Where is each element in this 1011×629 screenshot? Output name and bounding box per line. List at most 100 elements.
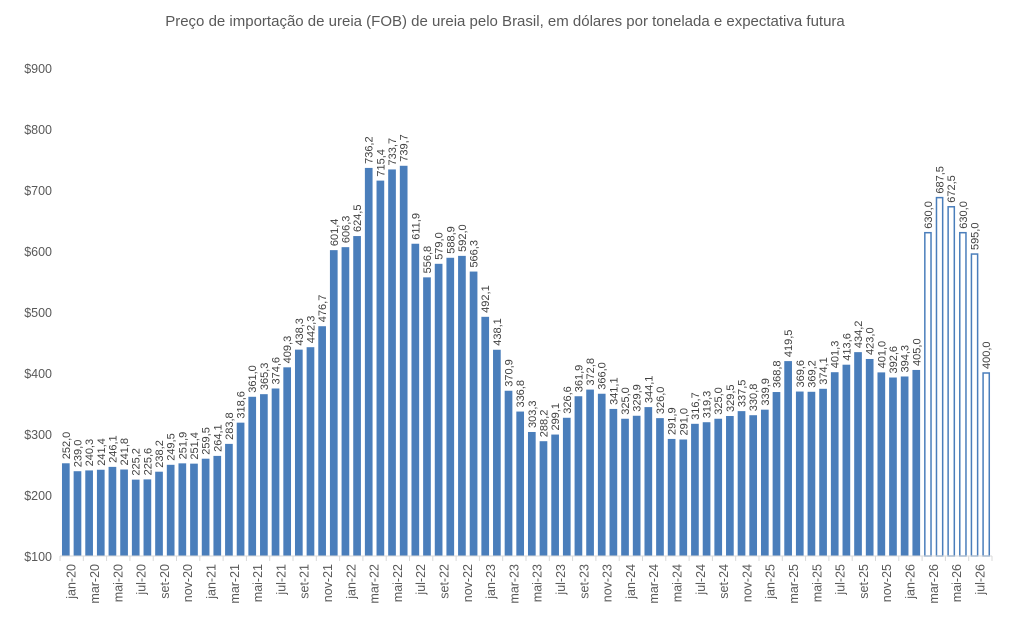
x-tick-label: jul-24 [694,564,708,596]
y-tick-label: $800 [24,123,52,137]
x-tick-label: jul-20 [135,564,149,596]
bar-dez-20 [190,463,198,556]
x-tick-label: mai-20 [111,564,125,602]
data-label: 303,3 [527,400,539,428]
data-label: 225,6 [142,448,154,476]
data-label: 246,1 [107,435,119,463]
y-tick-label: $400 [24,367,52,381]
x-tick-label: set-23 [577,564,591,599]
x-tick-label: jul-22 [414,564,428,596]
data-label: 299,1 [550,403,562,431]
data-label: 739,7 [399,134,411,162]
bar-mai-24 [667,438,676,556]
bar-mai-21 [248,396,257,556]
data-label: 336,8 [515,380,527,408]
bar-jun-25 [819,388,827,556]
x-tick-label: mai-24 [670,564,684,602]
data-label: 394,3 [900,345,912,373]
data-label: 241,4 [96,438,108,466]
data-label: 405,0 [911,338,923,366]
data-label: 588,9 [445,226,457,254]
x-tick-label: jan-21 [204,564,218,600]
x-tick-label: mar-25 [787,564,801,604]
x-tick-label: mai-22 [391,564,405,602]
bar-mai-20 [108,466,117,556]
data-label: 238,2 [154,440,166,468]
data-label: 392,6 [888,346,900,374]
bar-jan-22 [341,247,350,557]
data-label: 566,3 [469,240,481,268]
bar-nov-22 [458,255,466,556]
data-label: 339,9 [760,378,772,406]
bar-mar-26 [924,231,932,557]
y-axis: $100 $200 $300 $400 $500 $600 $700 $800 $900 [24,62,52,564]
data-label: 259,5 [201,427,213,455]
data-label: 400,0 [981,341,993,369]
bar-jan-24 [621,418,629,556]
data-label: 344,1 [643,376,655,404]
data-label: 326,6 [562,386,574,414]
data-label: 601,4 [329,219,341,247]
data-label: 249,5 [166,433,178,461]
data-label: 326,0 [655,387,667,415]
data-label: 736,2 [364,136,376,164]
bar-fev-23 [493,349,501,556]
bar-mar-23 [504,390,513,556]
data-label: 252,0 [61,432,73,460]
data-label: 239,0 [72,440,84,468]
data-label: 595,0 [970,223,982,251]
bar-jan-23 [481,316,490,556]
x-tick-label: set-21 [298,564,312,599]
data-label: 476,7 [317,295,329,323]
data-label: 225,2 [131,448,143,476]
bar-fev-25 [772,392,781,556]
data-label: 368,8 [771,361,783,389]
bar-ago-23 [562,417,571,556]
data-label: 341,1 [608,377,620,405]
data-label: 240,3 [84,439,96,467]
x-tick-label: mar-21 [228,564,242,604]
bar-jun-24 [679,439,688,556]
bar-jun-26 [959,231,967,557]
bar-mai-23 [527,431,536,556]
data-label: 366,0 [597,362,609,390]
bar-dez-21 [329,250,338,556]
data-label: 611,9 [410,213,422,240]
data-label: 556,8 [422,246,434,274]
data-label: 401,0 [876,341,888,369]
bar-ago-25 [842,364,851,556]
data-label: 606,3 [340,216,352,244]
x-tick-label: nov-21 [321,564,335,602]
data-label: 325,0 [713,387,725,415]
data-label: 630,0 [958,201,970,229]
data-label: 401,3 [830,341,842,369]
data-label: 434,2 [853,321,865,349]
bar-ago-20 [143,479,152,556]
bar-mar-22 [364,167,373,556]
data-label: 316,7 [690,392,702,420]
x-tick-label: nov-25 [880,564,894,602]
bar-abr-24 [656,418,664,556]
bar-out-20 [166,464,175,556]
bar-mar-21 [225,443,233,556]
bar-mai-26 [947,206,956,557]
bar-jun-20 [120,469,128,556]
bar-dez-25 [889,377,897,556]
data-label: 370,9 [504,359,516,387]
bar-mar-25 [784,361,792,556]
data-label: 369,6 [795,360,807,388]
bar-jun-22 [399,165,408,556]
bar-jul-22 [411,243,420,556]
data-label: 319,3 [702,391,714,419]
data-label: 687,5 [935,166,947,194]
data-label: 374,1 [818,357,830,385]
data-label: 372,8 [585,358,597,386]
bar-ago-24 [702,422,711,556]
y-tick-label: $900 [24,62,52,76]
x-tick-label: jan-26 [903,564,917,600]
x-tick-label: mar-26 [927,564,941,604]
data-label: 283,8 [224,412,236,440]
data-label: 330,8 [748,384,760,412]
data-label: 291,9 [667,407,679,435]
bar-fev-20 [73,471,82,556]
